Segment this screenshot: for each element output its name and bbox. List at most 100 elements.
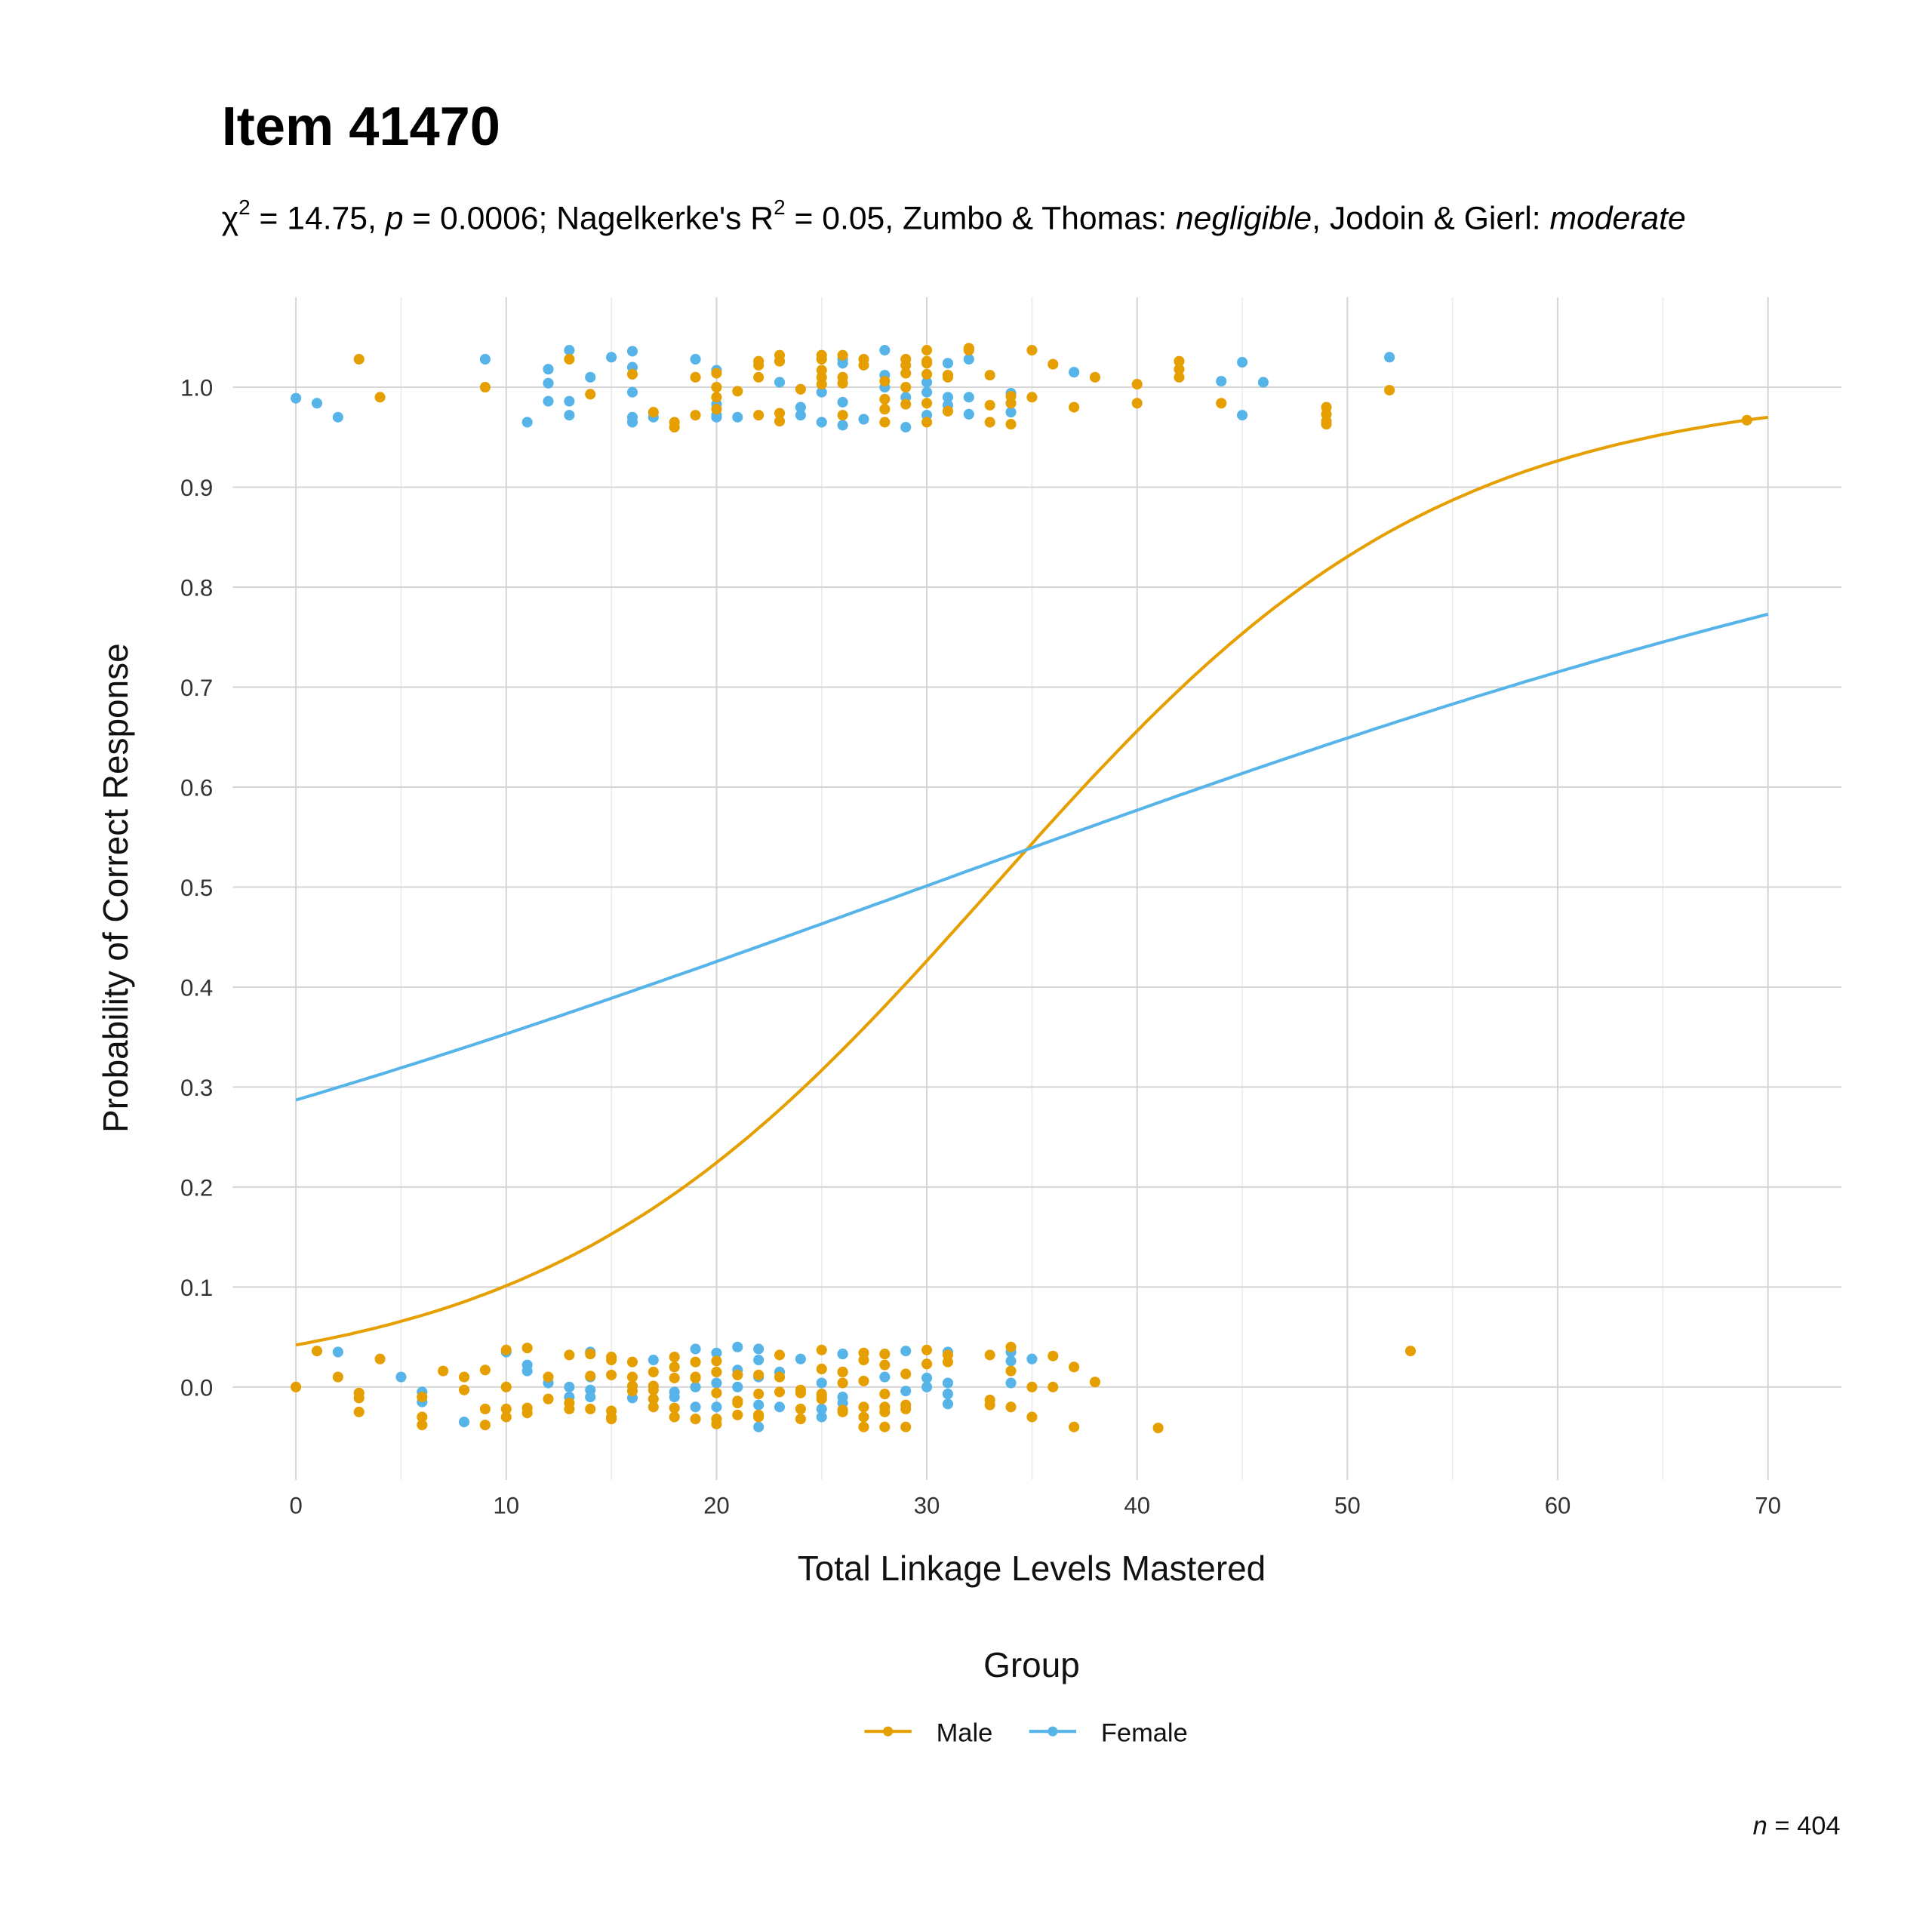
point-female xyxy=(564,395,575,407)
point-male xyxy=(711,392,722,403)
point-female xyxy=(606,352,617,363)
legend-male-point xyxy=(883,1726,894,1737)
point-male xyxy=(626,368,638,380)
x-tick-label: 40 xyxy=(1124,1492,1150,1518)
point-male xyxy=(353,1406,365,1417)
point-female xyxy=(564,345,575,356)
point-female xyxy=(816,386,827,398)
point-male xyxy=(879,1359,891,1371)
point-female xyxy=(732,1381,743,1392)
point-male xyxy=(690,410,701,421)
point-male xyxy=(711,1355,722,1367)
point-male xyxy=(795,1384,806,1395)
point-male xyxy=(311,1346,323,1357)
point-male xyxy=(795,1403,806,1415)
point-male xyxy=(753,1369,764,1380)
point-male xyxy=(690,1356,701,1367)
point-male xyxy=(1005,1401,1017,1413)
point-female xyxy=(732,411,743,423)
point-male xyxy=(669,1411,680,1423)
point-male xyxy=(921,398,933,409)
point-male xyxy=(479,1364,491,1376)
point-male xyxy=(921,345,933,356)
legend-item-male: Male xyxy=(864,1718,992,1747)
point-female xyxy=(921,1381,933,1392)
point-male xyxy=(1069,401,1080,413)
point-male xyxy=(690,371,701,383)
point-male xyxy=(837,410,848,421)
point-female xyxy=(963,408,974,420)
point-male xyxy=(543,1393,554,1404)
point-male xyxy=(858,1354,869,1366)
point-female xyxy=(837,358,848,369)
point-male xyxy=(816,349,827,361)
point-female xyxy=(626,346,638,357)
point-male xyxy=(732,1397,743,1409)
point-female xyxy=(1384,352,1395,363)
point-male xyxy=(879,393,891,405)
point-male xyxy=(753,1409,764,1420)
point-male xyxy=(564,353,575,365)
point-male xyxy=(858,1401,869,1413)
point-male xyxy=(753,1389,764,1400)
point-female xyxy=(942,1398,953,1410)
point-female xyxy=(837,1349,848,1360)
point-male xyxy=(774,408,786,419)
point-male xyxy=(606,1405,617,1417)
point-male xyxy=(1152,1423,1164,1434)
point-female xyxy=(900,1386,912,1397)
point-female xyxy=(564,1381,575,1392)
point-male xyxy=(1174,371,1185,383)
point-male xyxy=(1404,1346,1417,1357)
r-superscript: 2 xyxy=(774,195,786,219)
point-male xyxy=(816,1363,827,1375)
point-male xyxy=(1321,419,1332,430)
point-female xyxy=(963,392,974,403)
point-male xyxy=(837,1366,848,1378)
chi-superscript: 2 xyxy=(238,195,251,219)
point-female xyxy=(585,371,596,383)
point-male xyxy=(879,1349,891,1360)
point-female xyxy=(648,1354,659,1366)
point-female xyxy=(1005,407,1017,418)
point-male xyxy=(900,368,912,379)
point-male xyxy=(1048,1381,1059,1392)
point-female xyxy=(521,417,533,428)
point-male xyxy=(1048,358,1059,370)
point-female xyxy=(858,414,869,425)
point-male xyxy=(1131,398,1143,409)
point-male xyxy=(1026,392,1038,403)
point-male xyxy=(921,1358,933,1370)
point-male xyxy=(585,1403,596,1415)
chi-symbol: χ xyxy=(222,201,238,237)
point-female xyxy=(711,1347,722,1358)
point-male xyxy=(353,353,365,365)
y-tick-label: 0.7 xyxy=(180,675,213,701)
point-male xyxy=(1026,1381,1038,1392)
x-tick-labels: 0 10 20 30 40 50 60 70 xyxy=(289,1492,1781,1518)
point-male xyxy=(332,1371,343,1383)
legend-female-label: Female xyxy=(1101,1718,1188,1747)
point-female xyxy=(921,386,933,398)
subtitle-r: = 0.0006; Nagelkerke's R xyxy=(403,201,774,237)
point-male xyxy=(669,1402,680,1414)
point-male xyxy=(711,1366,722,1378)
point-male xyxy=(1005,398,1017,409)
point-male xyxy=(1321,401,1332,413)
point-male xyxy=(606,1369,617,1380)
point-male xyxy=(479,382,491,393)
subtitle-zt: = 0.05, Zumbo & Thomas: xyxy=(786,201,1176,237)
point-male xyxy=(921,368,933,380)
point-male xyxy=(500,1403,512,1415)
point-male xyxy=(711,368,722,379)
point-male xyxy=(837,349,848,361)
point-female xyxy=(543,377,554,389)
point-male xyxy=(774,1386,786,1398)
point-male xyxy=(626,1371,638,1383)
point-female xyxy=(690,1343,701,1355)
point-male xyxy=(648,1366,659,1378)
point-male xyxy=(669,1352,680,1363)
point-male xyxy=(606,1414,617,1425)
y-tick-label: 0.8 xyxy=(180,575,213,601)
